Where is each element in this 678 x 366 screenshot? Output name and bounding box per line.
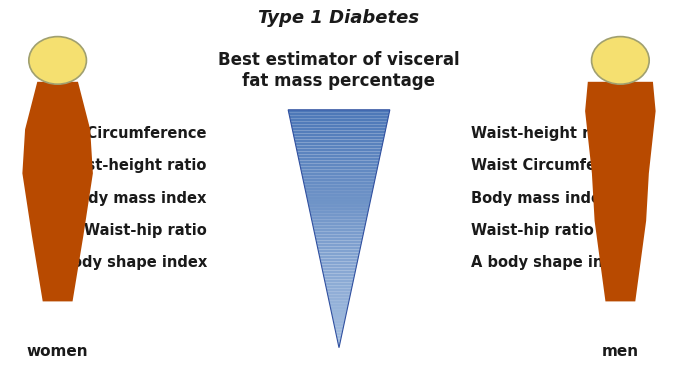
Polygon shape <box>315 238 363 241</box>
Polygon shape <box>298 154 380 157</box>
Polygon shape <box>291 122 387 125</box>
Polygon shape <box>325 285 353 288</box>
Polygon shape <box>304 181 374 184</box>
Polygon shape <box>312 220 366 223</box>
Polygon shape <box>334 327 344 330</box>
Polygon shape <box>294 137 384 139</box>
Polygon shape <box>307 199 371 202</box>
Text: Best estimator of visceral
fat mass percentage: Best estimator of visceral fat mass perc… <box>218 51 460 90</box>
Polygon shape <box>330 306 348 309</box>
Polygon shape <box>585 82 656 302</box>
Polygon shape <box>302 175 376 178</box>
Polygon shape <box>326 288 352 291</box>
Polygon shape <box>330 303 348 306</box>
Polygon shape <box>289 113 389 116</box>
Polygon shape <box>293 131 385 134</box>
Polygon shape <box>304 187 374 190</box>
Polygon shape <box>300 166 378 169</box>
Polygon shape <box>314 232 364 235</box>
Polygon shape <box>328 297 350 300</box>
Polygon shape <box>290 116 388 119</box>
Polygon shape <box>338 345 340 348</box>
Polygon shape <box>306 196 372 199</box>
Polygon shape <box>311 214 367 217</box>
Polygon shape <box>313 223 365 226</box>
Polygon shape <box>292 128 386 131</box>
Polygon shape <box>336 336 342 339</box>
Polygon shape <box>321 261 357 264</box>
Polygon shape <box>22 82 93 302</box>
Text: women: women <box>27 344 88 359</box>
Text: Waist-height ratio: Waist-height ratio <box>471 126 622 141</box>
Polygon shape <box>301 169 377 172</box>
Polygon shape <box>317 247 361 250</box>
Polygon shape <box>290 119 388 122</box>
Polygon shape <box>296 149 382 152</box>
Polygon shape <box>317 244 361 247</box>
Polygon shape <box>305 190 373 193</box>
Polygon shape <box>310 211 368 214</box>
Polygon shape <box>338 342 340 345</box>
Polygon shape <box>294 139 384 142</box>
Polygon shape <box>321 264 357 268</box>
Polygon shape <box>323 273 355 276</box>
Text: Type 1 Diabetes: Type 1 Diabetes <box>258 9 420 27</box>
Polygon shape <box>295 142 383 146</box>
Ellipse shape <box>28 37 87 84</box>
Text: Body mass index: Body mass index <box>471 191 611 205</box>
Polygon shape <box>322 268 356 270</box>
Polygon shape <box>337 339 341 342</box>
Polygon shape <box>303 178 375 181</box>
Text: Waist-hip ratio: Waist-hip ratio <box>84 223 207 238</box>
Text: men: men <box>602 344 639 359</box>
Polygon shape <box>329 300 349 303</box>
Polygon shape <box>324 276 354 279</box>
Text: Waist-height ratio: Waist-height ratio <box>56 158 207 173</box>
Text: Waist Circumference: Waist Circumference <box>35 126 207 141</box>
Text: Body mass index: Body mass index <box>67 191 207 205</box>
Polygon shape <box>333 318 345 321</box>
Polygon shape <box>308 205 370 208</box>
Polygon shape <box>334 324 344 327</box>
Ellipse shape <box>591 37 650 84</box>
Polygon shape <box>313 229 365 232</box>
Polygon shape <box>311 217 367 220</box>
Text: Waist Circumference: Waist Circumference <box>471 158 643 173</box>
Polygon shape <box>302 172 376 175</box>
Polygon shape <box>304 184 374 187</box>
Polygon shape <box>293 134 385 137</box>
Polygon shape <box>288 110 390 113</box>
Polygon shape <box>323 270 355 273</box>
Polygon shape <box>299 160 379 163</box>
Polygon shape <box>309 208 369 211</box>
Polygon shape <box>332 315 346 318</box>
Polygon shape <box>292 125 386 128</box>
Polygon shape <box>331 309 347 312</box>
Polygon shape <box>318 250 360 253</box>
Polygon shape <box>319 253 359 255</box>
Polygon shape <box>319 255 359 258</box>
Polygon shape <box>327 294 351 297</box>
Polygon shape <box>316 241 362 244</box>
Polygon shape <box>336 333 342 336</box>
Polygon shape <box>308 202 370 205</box>
Polygon shape <box>313 226 365 229</box>
Polygon shape <box>300 163 378 166</box>
Polygon shape <box>296 146 382 149</box>
Text: A body shape index: A body shape index <box>45 255 207 270</box>
Text: A body shape index: A body shape index <box>471 255 633 270</box>
Polygon shape <box>306 193 372 196</box>
Polygon shape <box>327 291 351 294</box>
Polygon shape <box>297 152 381 154</box>
Polygon shape <box>324 279 354 282</box>
Polygon shape <box>334 321 344 324</box>
Polygon shape <box>335 330 343 333</box>
Polygon shape <box>332 312 346 315</box>
Polygon shape <box>298 157 380 160</box>
Text: Waist-hip ratio: Waist-hip ratio <box>471 223 594 238</box>
Polygon shape <box>325 282 353 285</box>
Polygon shape <box>315 235 363 238</box>
Polygon shape <box>320 258 358 261</box>
